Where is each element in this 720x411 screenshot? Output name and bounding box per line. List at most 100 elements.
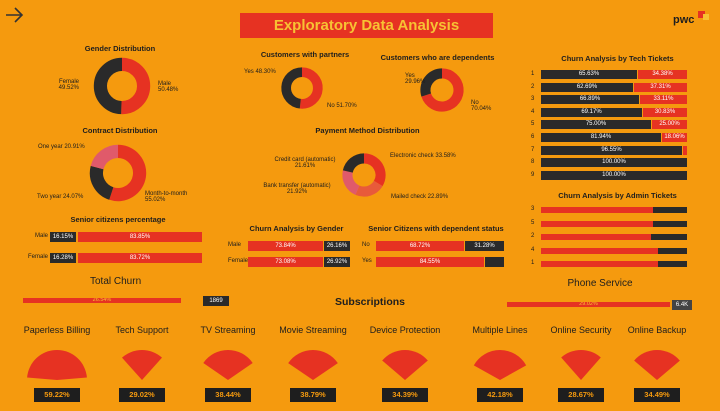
- subscription-gauge-fill: [288, 350, 338, 380]
- subscription-gauge-fill: [634, 350, 680, 380]
- gender-female-slice: [93, 57, 123, 115]
- admin-row-a: [541, 234, 651, 240]
- senior-dep-row: 68.72% 31.28%: [376, 241, 504, 251]
- tech-row-b: 37.31%: [634, 82, 687, 92]
- dependents-yes-slice: [420, 68, 443, 97]
- senior-dep-a: 84.55%: [376, 257, 484, 267]
- senior-row-label: Female: [28, 254, 49, 260]
- payment-echeck: Electronic check 33.58%: [390, 153, 456, 159]
- churn-gender-title: Churn Analysis by Gender: [249, 224, 344, 233]
- brand-text: pwc: [673, 14, 694, 26]
- payment-bank-slice: [342, 170, 360, 195]
- admin-row-b: [658, 247, 687, 254]
- tech-row: 66.89% 33.11%: [541, 95, 687, 105]
- payment-title: Payment Method Distribution: [315, 126, 420, 135]
- senior-row-a: 16.28%: [50, 253, 76, 263]
- dependents-title: Customers who are dependents: [380, 53, 495, 62]
- total-churn-count: 1869: [203, 296, 229, 306]
- admin-row-key: 1: [531, 260, 535, 266]
- admin-row-key: 5: [531, 219, 535, 226]
- subscription-gauge-fill: [382, 350, 428, 380]
- dependents-no-pct: 70.04%: [471, 106, 492, 112]
- tech-row-a: 81.94%: [541, 133, 661, 142]
- subscription-name: Device Protection: [369, 325, 441, 335]
- admin-row: [541, 261, 687, 267]
- tech-row-b: 34.38%: [638, 70, 687, 79]
- payment-credit-pct: 21.61%: [294, 163, 316, 169]
- admin-row-key: 3: [531, 206, 535, 212]
- senior-row-b: 83.85%: [78, 232, 202, 242]
- churn-gender-b: 26.92%: [324, 257, 350, 267]
- tech-row: 100.00%: [541, 158, 687, 168]
- subscription-value: 59.22%: [34, 388, 80, 402]
- subscription-value: 38.79%: [290, 388, 336, 402]
- tech-row-key: 3: [531, 96, 535, 103]
- total-churn-bar: 26.54% 1869: [23, 296, 229, 306]
- contract-m2m-pct: 55.02%: [145, 197, 166, 203]
- partners-donut: [280, 66, 324, 110]
- back-arrow-icon[interactable]: [4, 6, 24, 24]
- admin-row-b: [658, 261, 687, 267]
- subscription-gauge-fill: [473, 350, 527, 380]
- dependents-no-label: No: [471, 100, 479, 106]
- contract-m2m-slice: [109, 144, 147, 202]
- total-churn-pct: 26.54%: [23, 298, 181, 303]
- tech-row-b: 25.00%: [652, 120, 687, 130]
- subscription-name: Online Backup: [627, 325, 687, 335]
- senior-dep-label: No: [362, 242, 370, 248]
- subscription-gauge: [288, 350, 338, 380]
- tech-row-a: 69.17%: [541, 107, 642, 117]
- tech-row: 81.94% 18.06%: [541, 133, 687, 142]
- subscription-gauge: [203, 350, 253, 380]
- senior-row-label: Male: [34, 233, 48, 239]
- tech-row-b: 33.11%: [640, 95, 687, 105]
- churn-gender-row: 73.84% 26.16%: [248, 241, 350, 251]
- payment-donut: [341, 152, 387, 198]
- admin-row-a: [541, 247, 658, 254]
- tech-row-key: 1: [531, 71, 535, 77]
- admin-row-b: [653, 207, 687, 213]
- subscription-value: 29.02%: [119, 388, 165, 402]
- payment-credit-label: Credit card (automatic): [274, 157, 336, 163]
- tech-row-key: 5: [531, 121, 535, 128]
- subscription-name: Tech Support: [115, 325, 169, 335]
- admin-row: [541, 234, 687, 240]
- phone-count: 6.4K: [672, 300, 692, 310]
- tech-row-key: 8: [531, 159, 535, 166]
- tech-row-a: 66.89%: [541, 95, 639, 105]
- tech-row-key: 6: [531, 134, 535, 140]
- partners-title: Customers with partners: [260, 50, 350, 59]
- subscription-gauge: [561, 350, 601, 380]
- contract-donut: [88, 143, 148, 203]
- contract-one-year: One year 20.91%: [38, 144, 85, 150]
- dependents-yes-pct: 29.96%: [405, 79, 426, 85]
- tech-row-key: 4: [531, 108, 535, 115]
- subscription-gauge-fill: [122, 350, 162, 380]
- subscription-name: Paperless Billing: [23, 325, 91, 335]
- contract-one-year-slice: [90, 144, 119, 170]
- gender-male-slice: [121, 57, 151, 115]
- total-churn-title: Total Churn: [90, 276, 142, 287]
- tech-row: 75.00% 25.00%: [541, 120, 687, 130]
- subscription-name: TV Streaming: [200, 325, 256, 335]
- tech-tickets-title: Churn Analysis by Tech Tickets: [561, 54, 674, 63]
- tech-row-b: [683, 145, 687, 155]
- contract-title: Contract Distribution: [82, 126, 158, 135]
- tech-row-b: 30.83%: [643, 107, 687, 117]
- phone-pct: 29.02%: [507, 302, 670, 307]
- subscriptions-title: Subscriptions: [334, 296, 405, 308]
- phone-bar: 29.02% 6.4K: [507, 300, 692, 310]
- dependents-donut: [419, 67, 465, 113]
- gender-male-pct: 50.48%: [158, 87, 179, 93]
- subscription-gauge: [382, 350, 428, 380]
- payment-echeck-slice: [363, 153, 386, 187]
- senior-dep-title: Senior Citizens with dependent status: [368, 224, 504, 233]
- admin-row-key: 2: [531, 233, 535, 239]
- churn-gender-a: 73.84%: [248, 241, 323, 251]
- tech-row-a: 65.63%: [541, 70, 637, 79]
- payment-bank-label: Bank transfer (automatic): [263, 183, 331, 189]
- contract-two-year-slice: [89, 165, 114, 200]
- subscription-gauge-fill: [203, 350, 253, 380]
- tech-row-a: 62.69%: [541, 82, 633, 92]
- tech-row: 62.69% 37.31%: [541, 82, 687, 92]
